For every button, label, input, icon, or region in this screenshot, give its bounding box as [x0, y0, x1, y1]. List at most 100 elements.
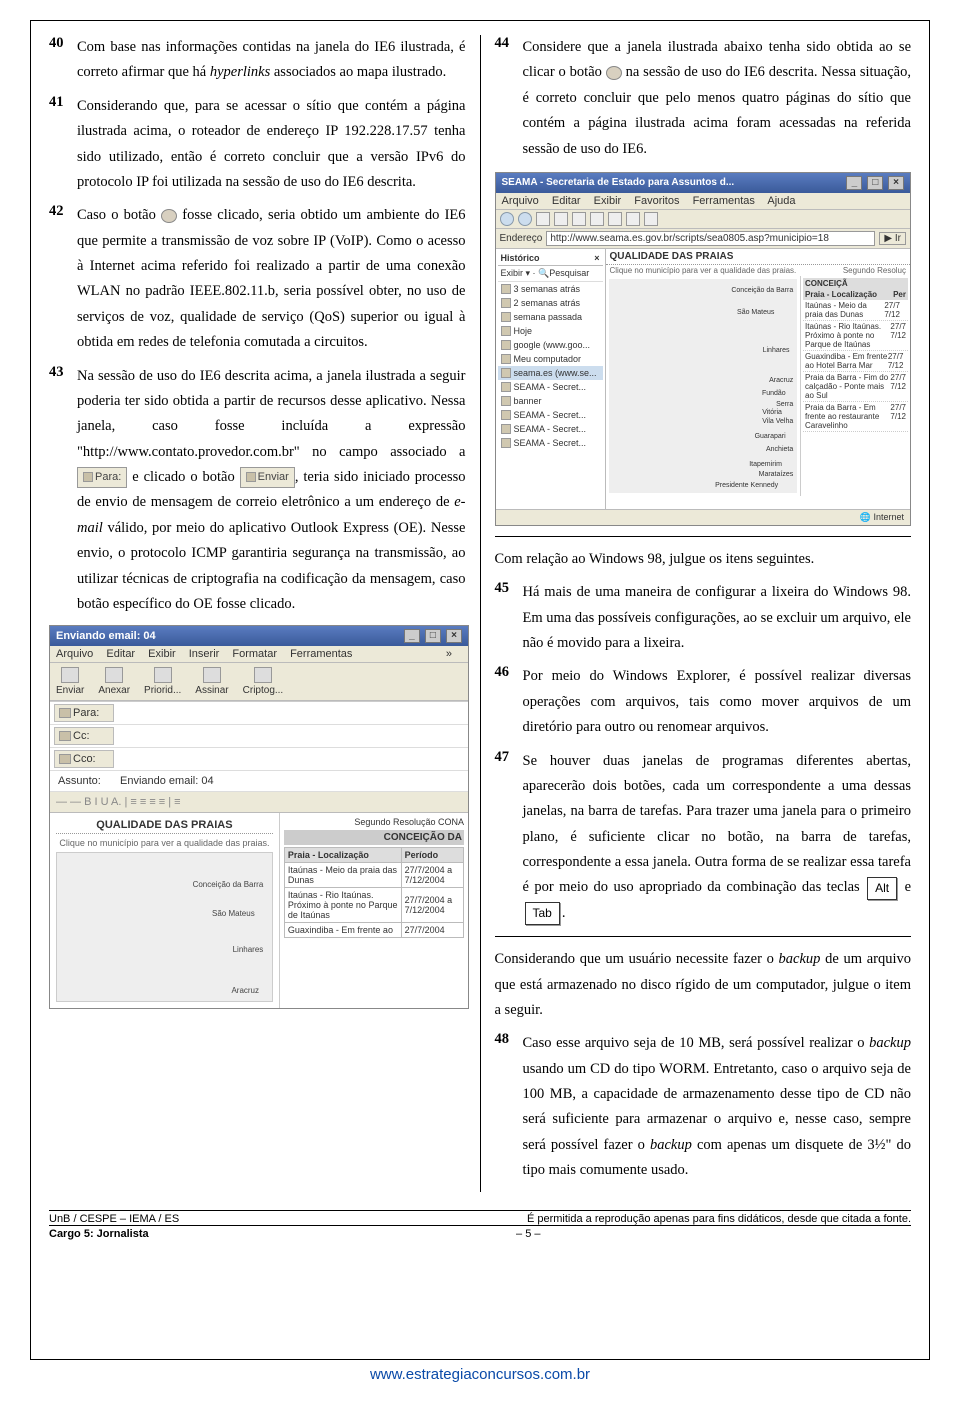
map-point: Vila Velha — [762, 418, 793, 425]
list-item[interactable]: SEAMA - Secret... — [498, 436, 603, 450]
lead-text-45: Com relação ao Windows 98, julgue os ite… — [495, 547, 912, 572]
close-icon[interactable]: × — [446, 629, 462, 643]
list-item[interactable]: SEAMA - Secret... — [498, 380, 603, 394]
q-number: 43 — [49, 364, 77, 618]
list-item-selected[interactable]: seama.es (www.se... — [498, 366, 603, 380]
list-item[interactable]: banner — [498, 394, 603, 408]
map-wrap: Conceição da Barra São Mateus Linhares A… — [606, 276, 911, 496]
stop-icon[interactable] — [536, 212, 550, 226]
q-text: Na sessão de uso do IE6 descrita acima, … — [77, 364, 466, 618]
assunto-input[interactable]: Enviando email: 04 — [118, 773, 464, 789]
home-icon[interactable] — [572, 212, 586, 226]
refresh-icon[interactable] — [554, 212, 568, 226]
back-icon[interactable] — [500, 212, 514, 226]
menu-arquivo[interactable]: Arquivo — [56, 648, 93, 660]
menu-editar[interactable]: Editar — [552, 195, 581, 207]
menu-more[interactable]: » — [446, 648, 452, 660]
book-icon — [59, 708, 71, 718]
cell: 27/7 7/12 — [890, 322, 906, 349]
question-40: 40 Com base nas informações contidas na … — [49, 35, 466, 86]
question-47: 47 Se houver duas janelas de programas d… — [495, 749, 912, 927]
th-praia: Praia - Localização — [284, 848, 401, 863]
q43-part-a: Na sessão de uso do IE6 descrita acima, … — [77, 368, 466, 460]
pesquisar-btn[interactable]: Pesquisar — [549, 268, 589, 278]
tb-criptog[interactable]: Criptog... — [243, 667, 284, 696]
hist-header: Histórico× — [498, 251, 603, 266]
para-input[interactable] — [118, 711, 464, 715]
forward-icon[interactable] — [518, 212, 532, 226]
cc-button[interactable]: Cc: — [54, 727, 114, 745]
sign-icon — [203, 667, 221, 683]
cell: Guaxindiba - Em frente ao Hotel Barra Ma… — [805, 352, 888, 370]
list-item[interactable]: 3 semanas atrás — [498, 282, 603, 296]
site-icon — [501, 368, 511, 378]
menu-arquivo[interactable]: Arquivo — [502, 195, 539, 207]
item-label: Hoje — [514, 326, 533, 336]
ie6-window: SEAMA - Secretaria de Estado para Assunt… — [495, 172, 912, 526]
cc-input[interactable] — [118, 734, 464, 738]
close-panel-icon[interactable]: × — [594, 253, 599, 263]
q-number: 48 — [495, 1031, 523, 1183]
list-item[interactable]: 2 semanas atrás — [498, 296, 603, 310]
maximize-icon[interactable]: □ — [867, 176, 883, 190]
item-label: Meu computador — [514, 354, 582, 364]
tb-anexar[interactable]: Anexar — [98, 667, 130, 696]
menu-exibir[interactable]: Exibir — [148, 648, 176, 660]
page-frame: 40 Com base nas informações contidas na … — [30, 20, 930, 1360]
list-item[interactable]: semana passada — [498, 310, 603, 324]
footer-row-1: UnB / CESPE – IEMA / ES É permitida a re… — [49, 1213, 911, 1225]
address-input[interactable]: http://www.seama.es.gov.br/scripts/sea08… — [546, 231, 875, 246]
menu-formatar[interactable]: Formatar — [232, 648, 277, 660]
row-para: Para: — [50, 702, 468, 725]
list-item[interactable]: SEAMA - Secret... — [498, 422, 603, 436]
footer-cargo: Cargo 5: Jornalista — [49, 1228, 149, 1240]
search-icon[interactable] — [590, 212, 604, 226]
q-text: Com base nas informações contidas na jan… — [77, 35, 466, 86]
maximize-icon[interactable]: □ — [425, 629, 441, 643]
menu-editar[interactable]: Editar — [106, 648, 135, 660]
tb-label: Assinar — [195, 685, 228, 696]
go-button[interactable]: ▶ Ir — [879, 232, 906, 245]
alt-key: Alt — [867, 877, 897, 900]
minimize-icon[interactable]: _ — [404, 629, 420, 643]
map-point: Fundão — [762, 390, 786, 397]
menu-exibir[interactable]: Exibir — [594, 195, 622, 207]
table-row: Guaxindiba - Em frente ao Hotel Barra Ma… — [803, 351, 908, 372]
item-label: seama.es (www.se... — [514, 368, 597, 378]
page-icon — [501, 424, 511, 434]
list-item[interactable]: SEAMA - Secret... — [498, 408, 603, 422]
menu-favoritos[interactable]: Favoritos — [634, 195, 679, 207]
tb-priorid[interactable]: Priorid... — [144, 667, 181, 696]
close-icon[interactable]: × — [888, 176, 904, 190]
menu-inserir[interactable]: Inserir — [189, 648, 220, 660]
cell: 27/7/2004 — [401, 923, 463, 938]
history-icon[interactable] — [626, 212, 640, 226]
question-45: 45 Há mais de uma maneira de configurar … — [495, 580, 912, 656]
page-number: – 5 – — [516, 1228, 540, 1240]
cco-input[interactable] — [118, 757, 464, 761]
tb-assinar[interactable]: Assinar — [195, 667, 228, 696]
cell: 27/7 7/12 — [890, 403, 906, 430]
mail-icon[interactable] — [644, 212, 658, 226]
book-icon — [59, 754, 71, 764]
tb-enviar[interactable]: Enviar — [56, 667, 84, 696]
cco-button[interactable]: Cco: — [54, 750, 114, 768]
q-number: 45 — [495, 580, 523, 656]
list-item[interactable]: Meu computador — [498, 352, 603, 366]
mail-body: QUALIDADE DAS PRAIAS Clique no município… — [50, 813, 468, 1008]
send-icon — [61, 667, 79, 683]
para-button[interactable]: Para: — [54, 704, 114, 722]
favorites-icon[interactable] — [608, 212, 622, 226]
q-text: Se houver duas janelas de programas dife… — [523, 749, 912, 927]
list-item[interactable]: Hoje — [498, 324, 603, 338]
menu-ferramentas[interactable]: Ferramentas — [693, 195, 755, 207]
rp-th: Praia - LocalizaçãoPer — [803, 289, 908, 300]
list-item[interactable]: google (www.goo... — [498, 338, 603, 352]
rp-th2: Per — [893, 290, 906, 299]
minimize-icon[interactable]: _ — [846, 176, 862, 190]
menu-ferramentas[interactable]: Ferramentas — [290, 648, 352, 660]
menu-ajuda[interactable]: Ajuda — [767, 195, 795, 207]
exibir-dd[interactable]: Exibir ▾ — [501, 268, 531, 278]
map-point: Linhares — [763, 347, 790, 354]
menubar: Arquivo Editar Exibir Favoritos Ferramen… — [496, 193, 911, 210]
